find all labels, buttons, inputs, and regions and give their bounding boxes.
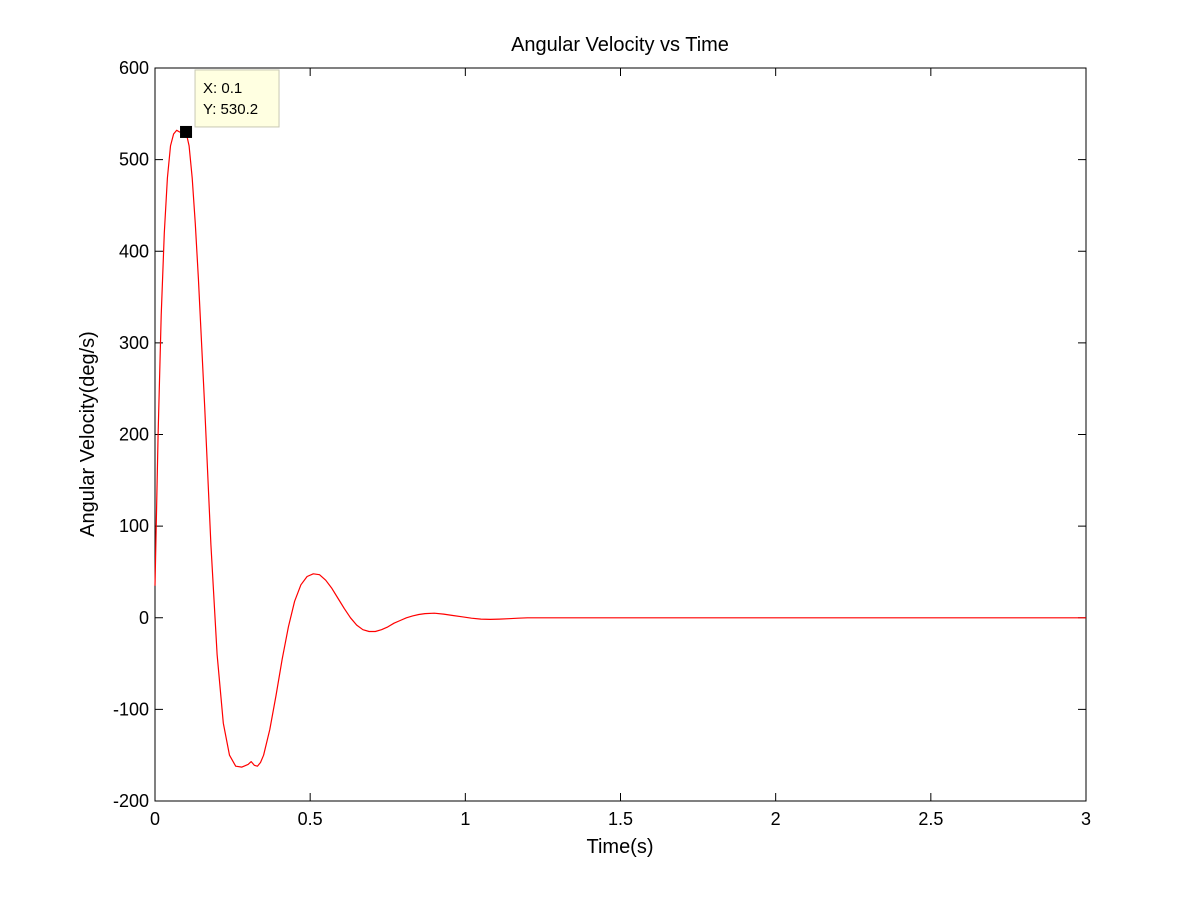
y-tick-label: 300: [119, 333, 149, 353]
chart-title: Angular Velocity vs Time: [511, 34, 729, 56]
datatip-marker[interactable]: [180, 125, 193, 138]
datatip-box: [194, 69, 280, 128]
series-layer: [154, 129, 1086, 768]
y-tick-label: -100: [113, 699, 149, 719]
y-tick-label: 100: [119, 516, 149, 536]
x-tick-label: 1.5: [608, 809, 633, 829]
y-tick-label: 600: [119, 58, 149, 78]
y-tick-label: 500: [119, 150, 149, 170]
datatip[interactable]: X: 0.1 Y: 530.2: [180, 69, 280, 138]
y-tick-label: 200: [119, 425, 149, 445]
plot-area: [154, 67, 1087, 802]
x-tick-label: 3: [1081, 809, 1091, 829]
x-tick-label: 1: [460, 809, 470, 829]
y-axis-label: Angular Velocity(deg/s): [77, 331, 99, 537]
x-axis-label: Time(s): [586, 836, 653, 858]
x-tick-label: 2: [771, 809, 781, 829]
x-tick-label: 0.5: [298, 809, 323, 829]
series-line: [154, 129, 1086, 768]
datatip-x-text: X: 0.1: [203, 80, 242, 97]
x-tick-label: 2.5: [918, 809, 943, 829]
y-tick-label: -200: [113, 791, 149, 811]
x-tick-label: 0: [150, 809, 160, 829]
y-tick-label: 0: [139, 608, 149, 628]
datatip-y-text: Y: 530.2: [203, 101, 258, 118]
axis-ticks: 0 0.5 1 1.5 2 2.5 3 -200 -100 0 100 200 300 400 500 600: [113, 58, 1091, 829]
y-tick-label: 400: [119, 241, 149, 261]
